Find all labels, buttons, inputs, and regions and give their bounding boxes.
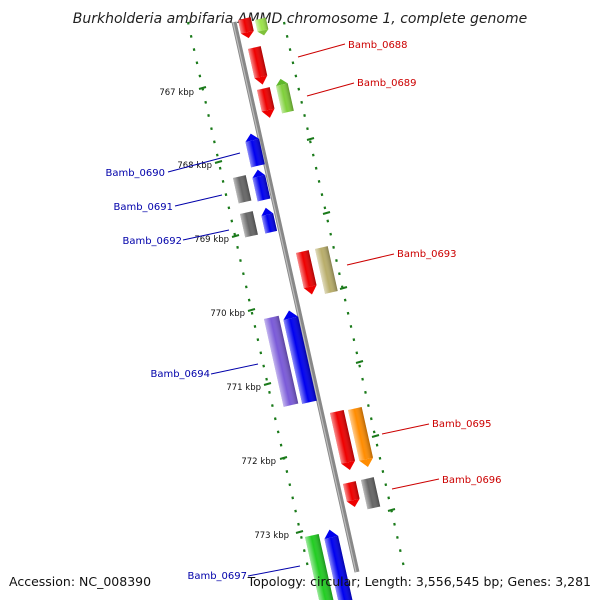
gene-label-bamb-0690[interactable]: Bamb_0690 — [105, 168, 165, 179]
gene-arrow-bamb-0696-red[interactable] — [343, 481, 361, 508]
ruler-tick-right-3 — [340, 287, 347, 289]
gene-label-bamb-0689[interactable]: Bamb_0689 — [357, 78, 417, 89]
gene-arrow-bamb-0689-green[interactable] — [275, 78, 294, 114]
ruler-label-767: 767 kbp — [159, 88, 194, 98]
label-leaders — [168, 44, 439, 576]
gene-arrow-bamb-0689-red[interactable] — [257, 87, 276, 119]
ruler-tick-769 — [232, 235, 239, 237]
gene-label-bamb-0688[interactable]: Bamb_0688 — [348, 40, 408, 51]
leader-bamb-0696 — [392, 479, 439, 489]
gene-label-bamb-0697[interactable]: Bamb_0697 — [187, 571, 247, 582]
leader-bamb-0689 — [307, 83, 354, 96]
ruler-label-773: 773 kbp — [254, 531, 289, 541]
accession-text: Accession: NC_008390 — [9, 574, 151, 589]
leader-bamb-0695 — [382, 424, 429, 434]
ruler-tick-right-6 — [388, 509, 395, 511]
gene-arrow-bamb-0691-grey[interactable] — [233, 175, 251, 203]
map-title: Burkholderia ambifaria AMMD chromosome 1… — [73, 11, 527, 27]
ruler-tick-right-1 — [307, 138, 314, 140]
genome-axis-highlight — [233, 22, 356, 572]
ruler-tick-771 — [264, 383, 271, 385]
ruler-label-770: 770 kbp — [210, 309, 245, 319]
ruler-label-772: 772 kbp — [241, 457, 276, 467]
genome-axis — [234, 22, 357, 572]
ruler-tick-right-4 — [356, 361, 363, 363]
gene-label-bamb-0693[interactable]: Bamb_0693 — [397, 249, 457, 260]
gene-label-bamb-0696[interactable]: Bamb_0696 — [442, 475, 502, 486]
gene-label-bamb-0695[interactable]: Bamb_0695 — [432, 419, 492, 430]
ruler-tick-768 — [215, 161, 222, 163]
gene-label-bamb-0694[interactable]: Bamb_0694 — [150, 369, 210, 380]
leader-bamb-0694 — [211, 364, 258, 374]
gene-arrow-bamb-0693-red[interactable] — [296, 250, 318, 296]
ruler-tick-772 — [280, 457, 287, 459]
gene-label-bamb-0691[interactable]: Bamb_0691 — [113, 202, 173, 213]
gene-arrow-bamb-0692-grey[interactable] — [240, 211, 258, 237]
leader-bamb-0693 — [347, 254, 394, 265]
ruler-tick-773 — [296, 531, 303, 533]
gene-arrow-bamb-0693-olive[interactable] — [315, 246, 338, 294]
leader-bamb-0691 — [175, 195, 222, 206]
leader-bamb-0688 — [298, 44, 345, 57]
topology-text: Topology: circular; Length: 3,556,545 bp… — [247, 574, 591, 589]
ruler-label-771: 771 kbp — [226, 383, 261, 393]
ruler-label-768: 768 kbp — [177, 161, 212, 171]
ruler-tick-767 — [199, 87, 206, 89]
gene-arrow-bamb-0688[interactable] — [248, 46, 269, 86]
gene-arrow-bamb-0696-grey[interactable] — [361, 477, 380, 509]
gene-label-bamb-0692[interactable]: Bamb_0692 — [122, 236, 182, 247]
ruler-tick-right-2 — [323, 212, 330, 214]
ruler-tick-right-5 — [372, 435, 379, 437]
gene-features — [233, 17, 380, 600]
ruler-tick-770 — [248, 309, 255, 311]
